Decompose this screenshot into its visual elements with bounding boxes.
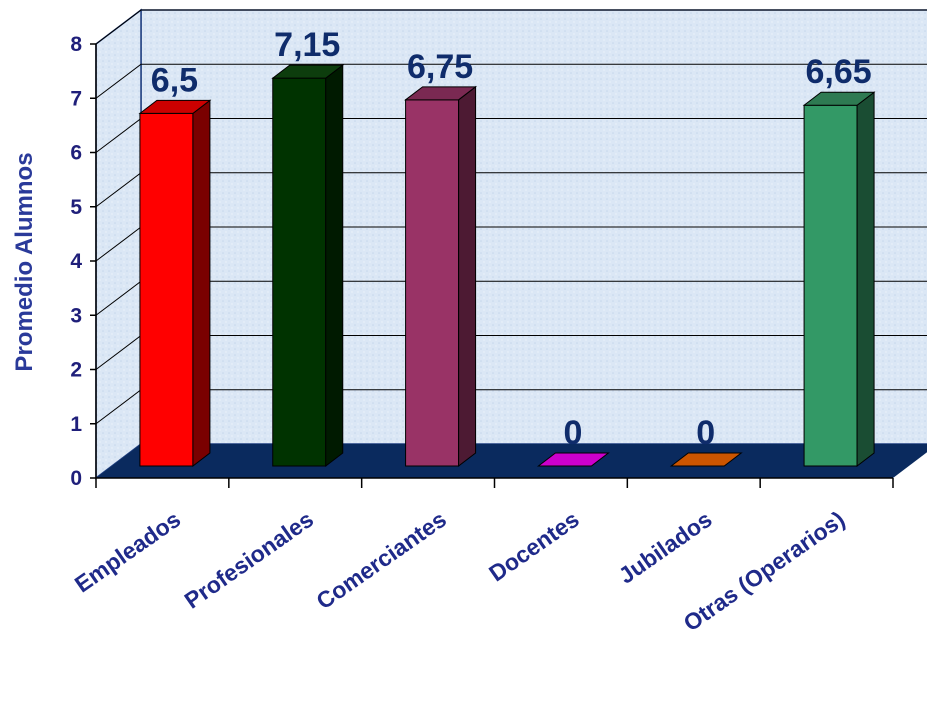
axes: 0 1 2 3 4 5 6 7 8 <box>70 33 894 490</box>
bar-front <box>272 77 327 467</box>
bar <box>138 99 212 468</box>
category-label: Docentes <box>484 506 584 587</box>
y-tick-label: 4 <box>70 250 82 273</box>
y-tick-label: 1 <box>70 413 82 436</box>
value-label: 6,65 <box>805 53 871 91</box>
y-tick-label: 3 <box>70 304 82 327</box>
bar <box>802 91 876 468</box>
value-label: 0 <box>563 414 582 452</box>
bar-top <box>404 86 478 101</box>
bar-side <box>856 91 875 468</box>
gridline <box>95 9 927 45</box>
y-tick-label: 5 <box>70 196 82 219</box>
y-tick-label: 0 <box>70 467 82 490</box>
bar-side <box>325 64 344 468</box>
bar-top <box>669 452 743 467</box>
bar <box>536 452 610 467</box>
y-tick-label: 7 <box>70 87 82 110</box>
bar <box>669 452 743 467</box>
bar-front <box>139 112 194 467</box>
chart-floor <box>96 444 927 478</box>
bar-top <box>271 64 345 79</box>
category-label: Jubilados <box>614 506 717 589</box>
bars <box>138 64 876 468</box>
bar-top <box>138 99 212 114</box>
bar-top <box>802 91 876 106</box>
bar-side <box>458 85 477 468</box>
category-label: Empleados <box>70 506 185 598</box>
bar-side <box>192 99 211 468</box>
gridline <box>95 63 927 99</box>
value-label: 6,5 <box>151 61 198 99</box>
category-label: Comerciantes <box>311 506 451 615</box>
y-tick-label: 2 <box>70 359 82 382</box>
floor-plane <box>96 444 927 478</box>
y-tick-label: 8 <box>70 33 82 56</box>
category-label: Profesionales <box>180 506 318 614</box>
chart-walls <box>95 8 927 480</box>
y-axis-title: Promedio Alumnos <box>11 152 38 371</box>
y-tick-label: 6 <box>70 142 82 165</box>
bar <box>271 64 345 468</box>
bar-top <box>536 452 610 467</box>
value-label: 0 <box>696 414 715 452</box>
bar-front <box>803 104 858 467</box>
bar-front <box>405 99 460 467</box>
value-label: 6,75 <box>407 48 473 86</box>
value-label: 7,15 <box>274 26 340 64</box>
bar <box>404 85 478 468</box>
